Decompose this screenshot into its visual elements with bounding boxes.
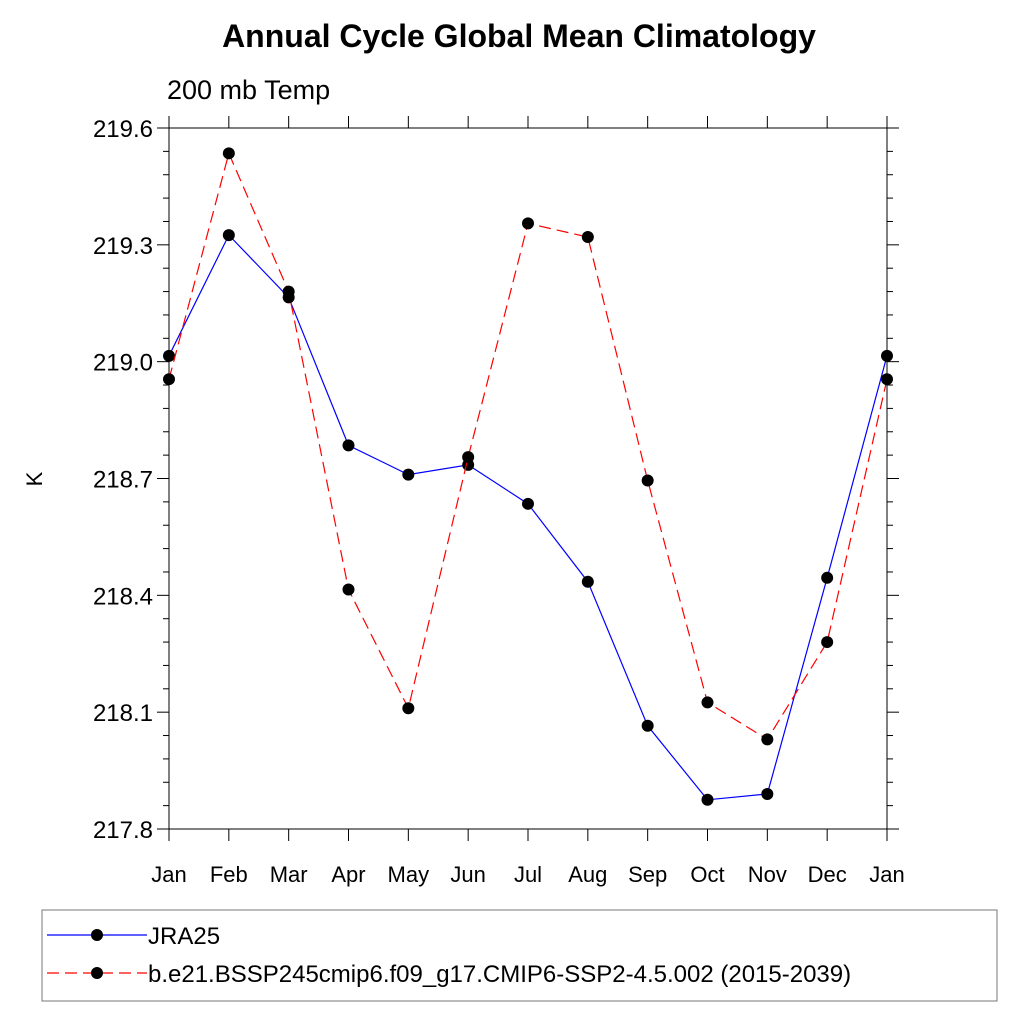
y-tick-label: 218.4 (93, 583, 153, 610)
series-1-point (522, 497, 534, 510)
series-2-point (821, 636, 834, 649)
x-tick-label: Nov (748, 862, 787, 887)
x-tick-label: Oct (690, 862, 724, 887)
series-2-point (222, 147, 235, 160)
series-2-point (522, 217, 534, 230)
legend-label-1: JRA25 (148, 923, 220, 950)
series-1-point (641, 719, 654, 732)
x-tick-label: Jul (514, 862, 542, 887)
y-tick-label: 219.3 (93, 233, 153, 260)
series-2-point (282, 285, 295, 298)
series-2-point (462, 451, 475, 464)
series-2-point (342, 583, 355, 596)
series-line-1 (168, 234, 888, 801)
series-1-point (342, 439, 355, 452)
x-tick-label: Sep (628, 862, 667, 887)
y-tick-label: 219.0 (93, 350, 153, 377)
y-axis-label: K (22, 471, 47, 486)
y-tick-label: 219.6 (93, 116, 153, 143)
x-tick-label: May (388, 862, 430, 887)
series-1-point (701, 793, 714, 806)
series-line-2 (168, 151, 888, 741)
series-1-point (581, 575, 594, 588)
x-tick-label: Apr (331, 862, 365, 887)
series-1-point (402, 468, 415, 481)
chart-subtitle: 200 mb Temp (167, 75, 330, 105)
y-tick-labels: 217.8 218.1 218.4 218.7 219.0 219.3 219.6 (93, 116, 153, 844)
series-2-point (402, 702, 415, 715)
chart-title: Annual Cycle Global Mean Climatology (222, 18, 816, 54)
x-tick-label: Dec (808, 862, 847, 887)
legend-box (41, 909, 998, 1002)
plot-series (163, 147, 893, 806)
legend-marker-1 (91, 929, 103, 941)
legend-marker-2 (91, 967, 103, 979)
series-1-point (222, 229, 235, 242)
plot-frame (168, 127, 888, 830)
x-tick-label: Feb (210, 862, 248, 887)
x-tick-label: Jan (151, 862, 186, 887)
y-tick-label: 218.7 (93, 467, 153, 494)
x-tick-label: Jun (450, 862, 485, 887)
legend-label-2: b.e21.BSSP245cmip6.f09_g17.CMIP6-SSP2-4.… (148, 961, 851, 988)
x-tick-label: Mar (270, 862, 308, 887)
series-2-point (701, 696, 714, 709)
series-2-point (581, 231, 594, 244)
x-tick-labels: Jan Feb Mar Apr May Jun Jul Aug Sep Oct Nov Dec Jan (151, 862, 904, 887)
y-tick-label: 217.8 (93, 817, 153, 844)
series-2-point (641, 474, 654, 487)
legend-items: JRA25 b.e21.BSSP245cmip6.f09_g17.CMIP6-SS… (47, 923, 851, 988)
legend: JRA25 b.e21.BSSP245cmip6.f09_g17.CMIP6-SS… (41, 909, 998, 1002)
series-1-point (821, 571, 834, 584)
series-1-point (761, 787, 774, 800)
series-2-point (761, 733, 774, 746)
x-tick-label: Jan (869, 862, 904, 887)
x-tick-label: Aug (568, 862, 607, 887)
y-tick-label: 218.1 (93, 700, 153, 727)
